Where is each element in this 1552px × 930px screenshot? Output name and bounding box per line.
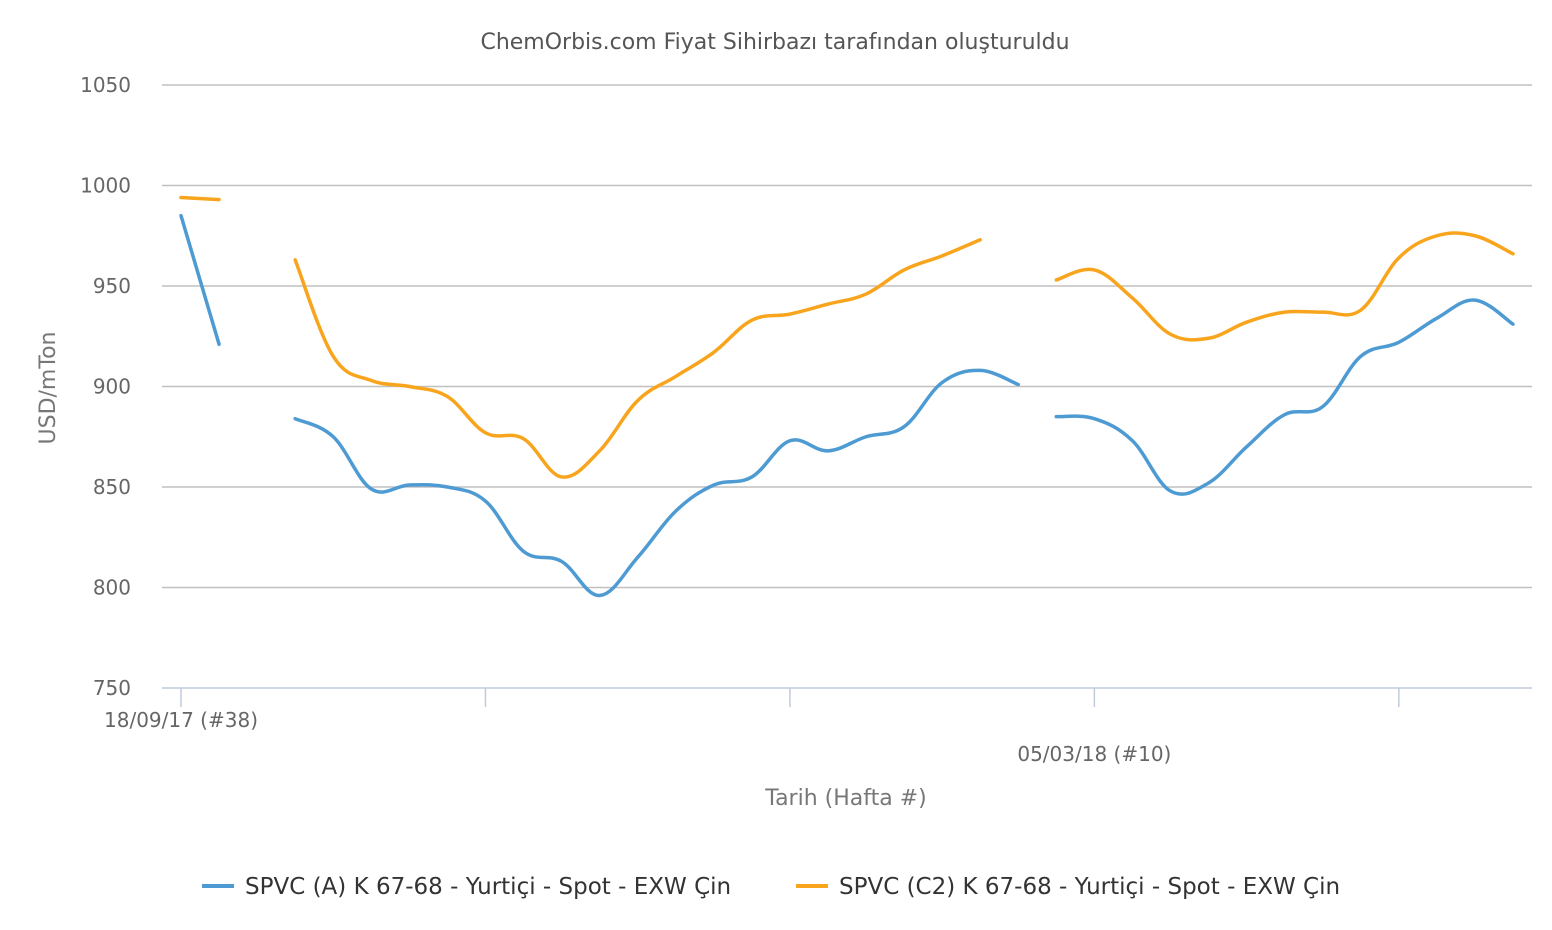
series-0-line-segment-0 [179, 213, 221, 347]
series-1-line-segment-2 [1054, 231, 1515, 342]
x-tick-label-0: 18/09/17 (#38) [104, 708, 258, 732]
y-tick-label-800: 800 [93, 576, 131, 600]
chart-title: ChemOrbis.com Fiyat Sihirbazı tarafından… [480, 30, 1069, 55]
y-tick-label-750: 750 [93, 676, 131, 700]
legend-item-a[interactable]: SPVC (A) K 67-68 - Yurtiçi - Spot - EXW … [202, 874, 731, 900]
y-tick-label-1000: 1000 [80, 174, 131, 198]
x-axis-label: Tarih (Hafta #) [764, 786, 926, 811]
series-1-line-segment-0 [179, 195, 221, 202]
x-tick-label-3: 05/03/18 (#10) [1017, 742, 1171, 766]
legend-label-a: SPVC (A) K 67-68 - Yurtiçi - Spot - EXW … [245, 874, 731, 900]
series-0-line-segment-1 [293, 368, 1021, 598]
y-tick-label-850: 850 [93, 475, 131, 499]
gridlines [162, 84, 1532, 689]
legend: SPVC (A) K 67-68 - Yurtiçi - Spot - EXW … [202, 874, 1340, 900]
series-0-line-segment-2 [1054, 298, 1515, 496]
y-tick-label-900: 900 [93, 375, 131, 399]
legend-label-c2: SPVC (C2) K 67-68 - Yurtiçi - Spot - EXW… [839, 874, 1340, 900]
y-tick-label-950: 950 [93, 274, 131, 298]
y-axis-label: USD/mTon [36, 332, 61, 445]
legend-item-c2[interactable]: SPVC (C2) K 67-68 - Yurtiçi - Spot - EXW… [796, 874, 1340, 900]
series-1-line-segment-1 [293, 238, 982, 479]
series-lines [179, 195, 1515, 598]
y-axis-ticks: 750 800 850 900 950 1000 1050 [80, 73, 131, 700]
y-tick-label-1050: 1050 [80, 73, 131, 97]
x-axis-ticks: 18/09/17 (#38) 05/03/18 (#10) [104, 688, 1400, 766]
